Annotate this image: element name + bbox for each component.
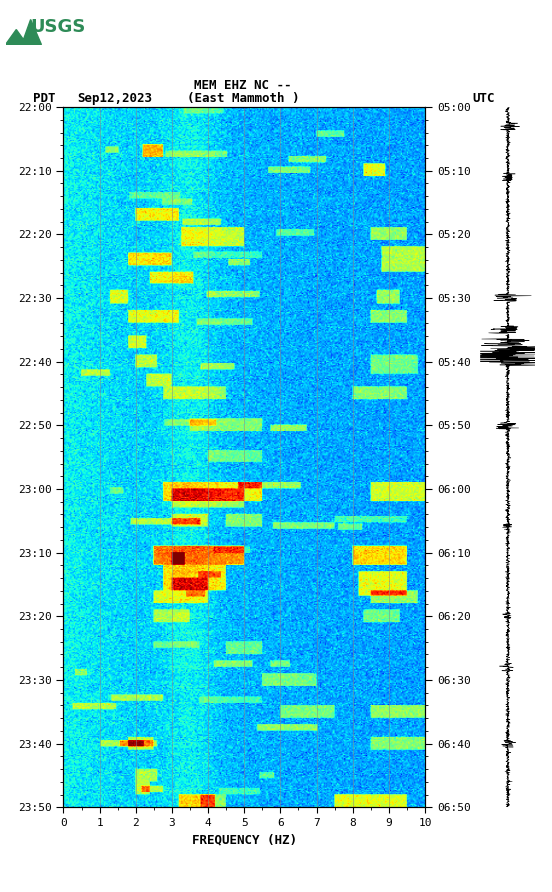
Text: USGS: USGS	[31, 18, 86, 36]
Polygon shape	[6, 20, 41, 45]
Text: Sep12,2023: Sep12,2023	[77, 92, 152, 105]
Text: (East Mammoth ): (East Mammoth )	[187, 92, 299, 105]
Text: PDT: PDT	[33, 92, 56, 105]
Text: UTC: UTC	[472, 92, 495, 105]
Text: MEM EHZ NC --: MEM EHZ NC --	[194, 78, 291, 92]
X-axis label: FREQUENCY (HZ): FREQUENCY (HZ)	[192, 833, 297, 847]
